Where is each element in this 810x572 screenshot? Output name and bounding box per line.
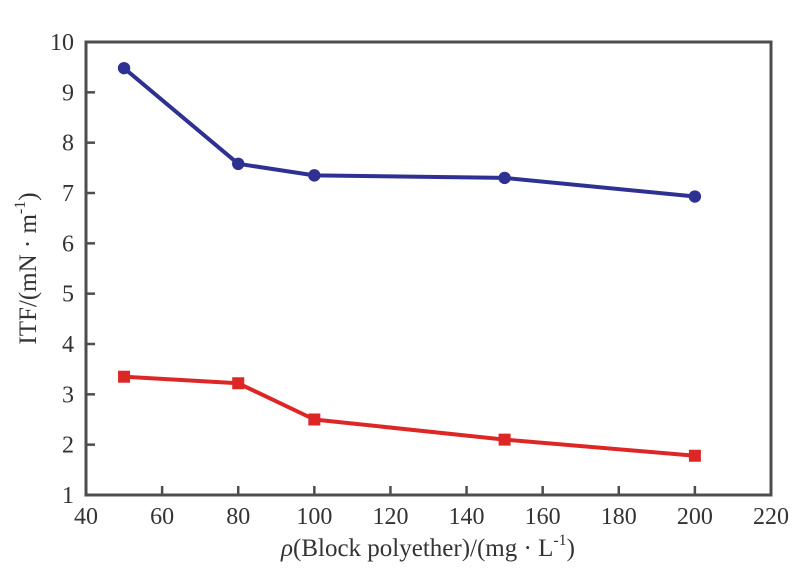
y-axis-tick-label: 5 xyxy=(62,282,74,308)
x-axis-label: ρ(Block polyether)/(mg · L-1) xyxy=(280,532,575,562)
x-axis-tick-label: 100 xyxy=(296,504,332,530)
x-axis-tick-label: 60 xyxy=(150,504,174,530)
data-point-lower-series-red xyxy=(498,433,511,446)
x-axis-tick-label: 200 xyxy=(677,504,713,530)
y-axis-tick-label: 9 xyxy=(62,80,74,106)
data-point-lower-series-red xyxy=(688,449,701,462)
data-point-lower-series-red xyxy=(232,377,245,390)
data-point-upper-series-blue xyxy=(117,61,131,75)
y-axis-tick-label: 8 xyxy=(62,131,74,157)
data-point-upper-series-blue xyxy=(308,169,321,182)
y-axis-tick-label: 3 xyxy=(62,382,74,408)
y-axis-tick-label: 10 xyxy=(50,30,74,56)
x-axis-tick-label: 80 xyxy=(226,504,250,530)
data-point-upper-series-blue xyxy=(688,190,702,203)
x-axis-tick-label: 120 xyxy=(372,504,408,530)
data-point-upper-series-blue xyxy=(232,157,245,171)
y-axis-tick-label: 7 xyxy=(62,181,74,207)
x-axis-tick-label: 160 xyxy=(525,504,561,530)
x-axis-tick-label: 40 xyxy=(74,504,98,530)
series-line-upper-series-blue xyxy=(122,66,697,199)
y-axis-tick-label: 2 xyxy=(62,433,74,459)
x-axis-tick-label: 180 xyxy=(601,504,637,530)
y-axis-tick-label: 4 xyxy=(62,332,74,358)
data-point-lower-series-red xyxy=(308,413,321,426)
x-axis-tick-label: 220 xyxy=(753,504,789,530)
x-axis-tick-label: 140 xyxy=(449,504,485,530)
y-axis-tick-label: 1 xyxy=(62,483,74,509)
data-point-lower-series-red xyxy=(118,370,131,383)
y-axis-tick-label: 6 xyxy=(62,231,74,257)
data-point-upper-series-blue xyxy=(498,171,511,185)
series-line-lower-series-red xyxy=(122,374,697,458)
plot-border xyxy=(84,40,773,497)
y-axis-label: ITF/(mN · m-1) xyxy=(12,192,42,344)
